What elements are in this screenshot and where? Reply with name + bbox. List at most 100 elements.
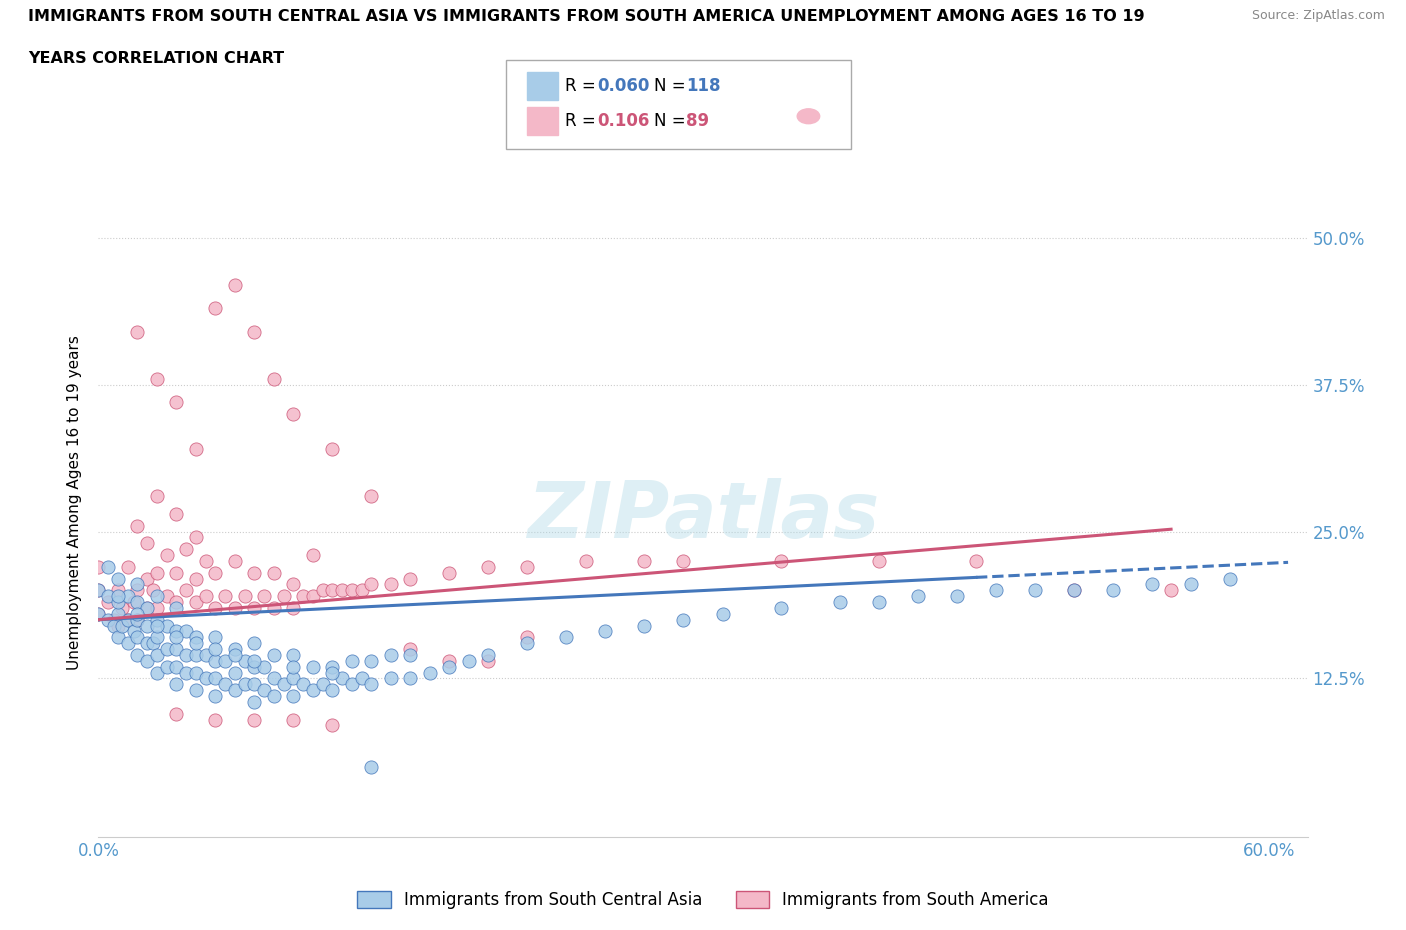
Point <box>87 559 110 574</box>
Point <box>243 712 266 727</box>
Point <box>302 683 325 698</box>
Point <box>184 530 207 545</box>
Point <box>224 277 246 292</box>
Point <box>97 594 120 609</box>
Point <box>107 583 129 598</box>
Point <box>127 594 149 609</box>
Text: IMMIGRANTS FROM SOUTH CENTRAL ASIA VS IMMIGRANTS FROM SOUTH AMERICA UNEMPLOYMENT: IMMIGRANTS FROM SOUTH CENTRAL ASIA VS IM… <box>28 9 1144 24</box>
Point <box>516 630 538 644</box>
Point <box>184 636 207 651</box>
Point <box>127 577 149 591</box>
Point <box>516 559 538 574</box>
Text: R =: R = <box>565 112 602 130</box>
Point <box>87 606 110 621</box>
Point <box>103 618 125 633</box>
Point <box>769 553 792 568</box>
Point <box>321 442 343 457</box>
Point <box>672 553 695 568</box>
Point <box>156 618 179 633</box>
Point <box>312 677 335 692</box>
Point <box>828 594 851 609</box>
Point <box>165 659 187 674</box>
Text: R =: R = <box>565 76 602 95</box>
Point <box>263 671 285 685</box>
Point <box>174 542 197 557</box>
Point <box>165 630 187 644</box>
Point <box>204 630 226 644</box>
Point <box>439 565 461 580</box>
Point <box>97 612 120 627</box>
Point <box>439 659 461 674</box>
Text: N =: N = <box>654 112 690 130</box>
Point <box>516 636 538 651</box>
Point <box>204 712 226 727</box>
Point <box>360 577 382 591</box>
Text: 89: 89 <box>686 112 709 130</box>
Point <box>253 589 276 604</box>
Point <box>136 654 159 669</box>
Point <box>321 583 343 598</box>
Point <box>87 583 110 598</box>
Point <box>1101 583 1123 598</box>
Point <box>87 606 110 621</box>
Point <box>127 630 149 644</box>
Point <box>243 565 266 580</box>
Point <box>224 601 246 616</box>
Point <box>243 601 266 616</box>
Point <box>127 325 149 339</box>
Point <box>146 565 169 580</box>
Text: 0.060: 0.060 <box>598 76 650 95</box>
Point <box>142 636 165 651</box>
Point <box>273 677 295 692</box>
Point <box>868 594 890 609</box>
Point <box>224 647 246 662</box>
Point <box>224 553 246 568</box>
Point <box>165 624 187 639</box>
Point <box>204 642 226 657</box>
Point <box>253 659 276 674</box>
Point <box>360 654 382 669</box>
Point <box>194 647 217 662</box>
Legend: Immigrants from South Central Asia, Immigrants from South America: Immigrants from South Central Asia, Immi… <box>350 884 1056 916</box>
Point <box>156 589 179 604</box>
Y-axis label: Unemployment Among Ages 16 to 19 years: Unemployment Among Ages 16 to 19 years <box>67 335 83 670</box>
Point <box>214 654 236 669</box>
Point <box>263 565 285 580</box>
Point <box>165 601 187 616</box>
Point <box>399 671 422 685</box>
Point <box>146 589 169 604</box>
Text: N =: N = <box>654 76 690 95</box>
Point <box>214 589 236 604</box>
Point <box>107 618 129 633</box>
Point <box>439 654 461 669</box>
Point <box>194 671 217 685</box>
Point <box>127 518 149 533</box>
Point <box>984 583 1007 598</box>
Point <box>340 654 363 669</box>
Point <box>312 583 335 598</box>
Point <box>233 677 256 692</box>
Point <box>122 624 145 639</box>
Point <box>907 589 929 604</box>
Point <box>243 659 266 674</box>
Point <box>380 647 402 662</box>
Point <box>204 565 226 580</box>
Point <box>633 618 655 633</box>
Point <box>184 630 207 644</box>
Point <box>1063 583 1085 598</box>
Point <box>165 395 187 410</box>
Point <box>127 612 149 627</box>
Point <box>117 589 139 604</box>
Point <box>165 594 187 609</box>
Point <box>204 301 226 316</box>
Point <box>380 671 402 685</box>
Point <box>136 536 159 551</box>
Point <box>302 659 325 674</box>
Point <box>330 671 353 685</box>
Point <box>127 647 149 662</box>
Point <box>174 647 197 662</box>
Point <box>156 659 179 674</box>
Point <box>146 612 169 627</box>
Point <box>136 601 159 616</box>
Point <box>283 688 305 703</box>
